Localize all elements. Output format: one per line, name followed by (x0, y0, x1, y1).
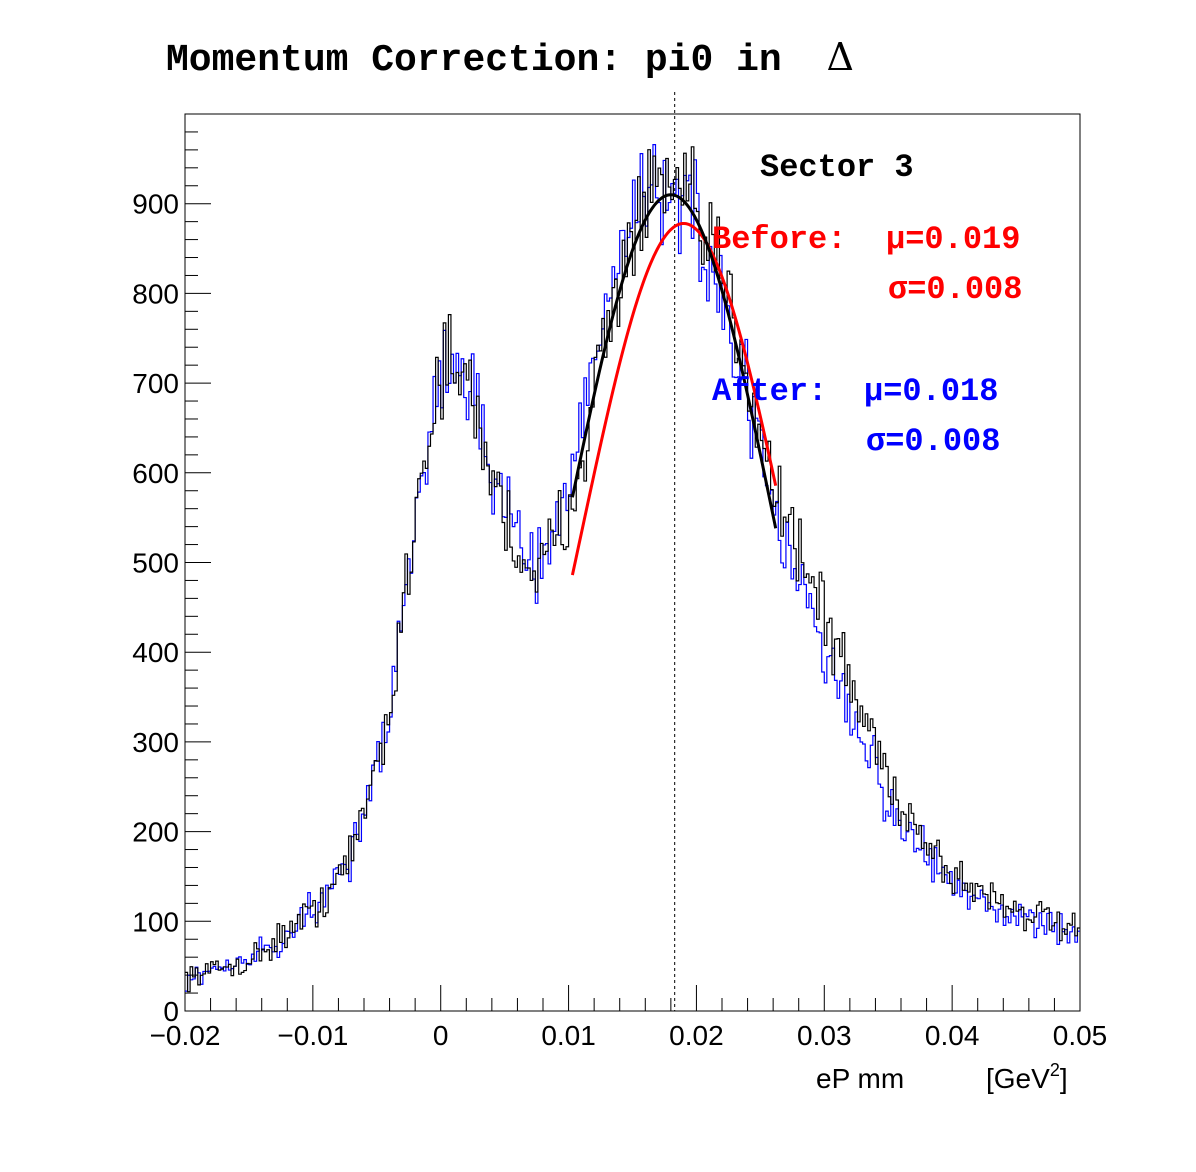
fit-curve-after (570, 193, 778, 529)
histogram-after (185, 144, 1080, 992)
x-axis-unit-close: ] (1060, 1063, 1068, 1094)
chart-title-text: Momentum Correction: pi0 in (166, 39, 782, 82)
chart-title-delta-symbol: Δ (827, 35, 854, 79)
sector-label: Sector 3 (760, 149, 914, 186)
x-tick-label: 0.01 (541, 1020, 596, 1051)
x-axis-unit-base: [GeV (986, 1063, 1050, 1094)
after-label: After: (712, 373, 827, 410)
y-tick-label: 300 (132, 727, 179, 758)
y-tick-label: 100 (132, 906, 179, 937)
x-tick-label: −0.01 (277, 1020, 348, 1051)
before-mu: μ=0.019 (886, 221, 1020, 258)
x-tick-label: −0.02 (150, 1020, 221, 1051)
y-tick-label: 800 (132, 278, 179, 309)
before-sigma: σ=0.008 (888, 271, 1022, 308)
x-tick-label: 0.04 (925, 1020, 980, 1051)
before-label: Before: (712, 221, 846, 258)
fit-curve-before (570, 221, 778, 576)
x-tick-label: 0.03 (797, 1020, 852, 1051)
after-sigma: σ=0.008 (866, 423, 1000, 460)
y-tick-label: 900 (132, 189, 179, 220)
x-tick-label: 0.05 (1053, 1020, 1108, 1051)
y-tick-label: 700 (132, 368, 179, 399)
y-axis: 0 100 200 300 400 500 600 700 800 900 (132, 113, 211, 1027)
y-tick-label: 0 (163, 996, 179, 1027)
y-tick-label: 600 (132, 458, 179, 489)
x-tick-label: 0 (433, 1020, 449, 1051)
x-axis-label: eP mm (816, 1063, 904, 1094)
y-tick-label: 400 (132, 637, 179, 668)
y-tick-label: 500 (132, 548, 179, 579)
x-axis: −0.02 −0.01 0 0.01 0.02 0.03 0.04 0.05 (150, 985, 1108, 1051)
chart-title: Momentum Correction: pi0 in Δ (166, 35, 854, 82)
after-mu: μ=0.018 (864, 373, 998, 410)
x-tick-label: 0.02 (669, 1020, 724, 1051)
x-axis-unit: [GeV2] (986, 1060, 1068, 1094)
y-tick-label: 200 (132, 817, 179, 848)
x-axis-unit-sup: 2 (1050, 1060, 1060, 1080)
